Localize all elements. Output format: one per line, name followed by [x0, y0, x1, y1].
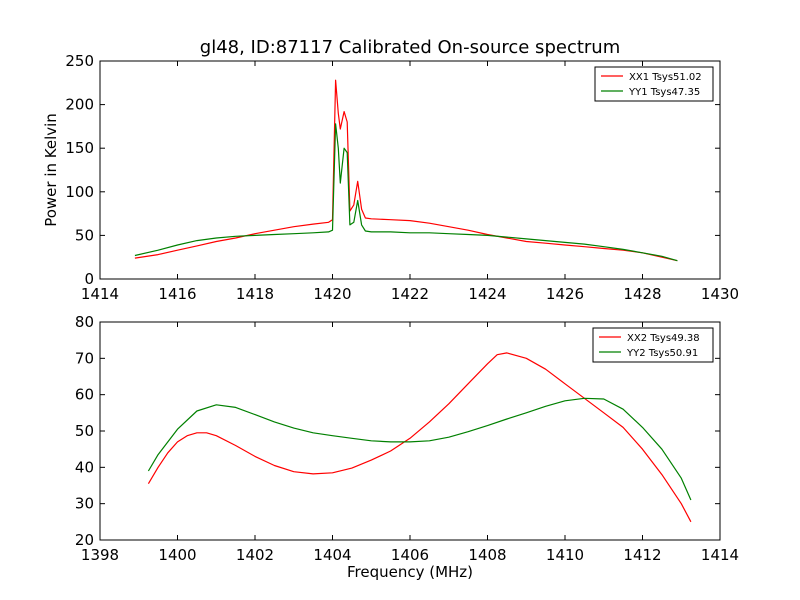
x-tick-label: 1406	[391, 546, 429, 564]
series-line-2-2	[147, 397, 692, 501]
x-tick-label: 1414	[81, 285, 119, 303]
x-tick-label: 1420	[313, 285, 351, 303]
legend-label: XX1 Tsys51.02	[629, 72, 702, 83]
series-line-2-1	[147, 352, 692, 523]
x-tick-label: 1404	[313, 546, 351, 564]
x-axis-label: Frequency (MHz)	[347, 563, 473, 581]
legend-label: YY1 Tsys47.35	[628, 87, 700, 98]
series-line-1-2	[134, 123, 678, 262]
x-tick-label: 1398	[81, 546, 119, 564]
x-tick-label: 1426	[546, 285, 584, 303]
y-tick-label: 150	[65, 139, 94, 157]
x-tick-label: 1428	[623, 285, 661, 303]
legend-box	[594, 66, 714, 102]
x-tick-label: 1408	[468, 546, 506, 564]
y-tick-label: 50	[75, 226, 94, 244]
series-line-1-1	[134, 79, 678, 262]
y-tick-label: 250	[65, 52, 94, 70]
x-tick-label: 1424	[468, 285, 506, 303]
y-tick-label: 40	[75, 458, 94, 476]
x-tick-label: 1402	[236, 546, 274, 564]
x-tick-label: 1414	[701, 546, 739, 564]
y-tick-label: 200	[65, 96, 94, 114]
y-tick-label: 0	[84, 270, 94, 288]
legend-label: YY2 Tsys50.91	[626, 348, 698, 359]
legend: XX2 Tsys49.38 YY2 Tsys50.91	[592, 327, 714, 363]
legend-label: XX2 Tsys49.38	[627, 333, 700, 344]
x-tick-label: 1412	[623, 546, 661, 564]
y-tick-label: 80	[75, 313, 94, 331]
y-axis-label: Power in Kelvin	[42, 113, 60, 227]
x-tick-label: 1430	[701, 285, 739, 303]
legend-box	[592, 327, 714, 363]
y-tick-label: 30	[75, 495, 94, 513]
x-tick-label: 1418	[236, 285, 274, 303]
legend: XX1 Tsys51.02 YY1 Tsys47.35	[594, 66, 714, 102]
x-tick-label: 1422	[391, 285, 429, 303]
y-tick-label: 50	[75, 422, 94, 440]
y-tick-label: 60	[75, 386, 94, 404]
x-tick-label: 1416	[158, 285, 196, 303]
chart-panel-2: 1398 1400 1402 1404 1406 1408 1410 1412 1414 20 30…	[75, 313, 739, 581]
chart-panel-1: 1414 1416 1418 1420 1422 1424 1426 1428 1430 0 50 1…	[42, 52, 739, 303]
y-tick-label: 100	[65, 183, 94, 201]
x-tick-label: 1400	[158, 546, 196, 564]
x-tick-label: 1410	[546, 546, 584, 564]
y-tick-label: 70	[75, 349, 94, 367]
y-tick-label: 20	[75, 531, 94, 549]
figure-title: gl48, ID:87117 Calibrated On-source spec…	[200, 37, 620, 58]
